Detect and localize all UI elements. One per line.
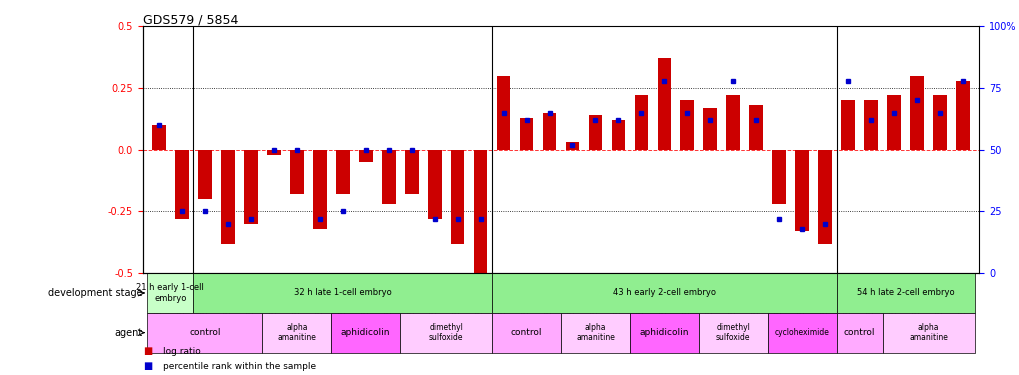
Bar <box>175 150 189 219</box>
Bar <box>335 150 350 194</box>
Bar <box>427 150 441 219</box>
Bar <box>359 150 372 162</box>
FancyBboxPatch shape <box>491 273 836 313</box>
Bar <box>634 95 648 150</box>
Text: 21 h early 1-cell
embryo: 21 h early 1-cell embryo <box>137 283 204 303</box>
Bar <box>313 150 326 229</box>
Text: alpha
amanitine: alpha amanitine <box>908 323 947 342</box>
Text: dimethyl
sulfoxide: dimethyl sulfoxide <box>428 323 463 342</box>
Bar <box>703 108 716 150</box>
Bar <box>221 150 234 243</box>
Bar <box>841 100 854 150</box>
FancyBboxPatch shape <box>881 313 973 352</box>
Bar <box>450 150 464 243</box>
FancyBboxPatch shape <box>698 313 767 352</box>
Text: cycloheximide: cycloheximide <box>774 328 828 337</box>
Bar <box>381 150 395 204</box>
FancyBboxPatch shape <box>630 313 698 352</box>
Bar <box>244 150 258 224</box>
FancyBboxPatch shape <box>148 273 194 313</box>
Bar <box>496 76 510 150</box>
Text: control: control <box>511 328 542 337</box>
Bar <box>863 100 877 150</box>
Text: development stage: development stage <box>48 288 143 298</box>
Bar <box>519 118 533 150</box>
FancyBboxPatch shape <box>194 273 491 313</box>
Bar <box>932 95 946 150</box>
Text: ■: ■ <box>143 346 152 356</box>
Bar <box>771 150 786 204</box>
Bar <box>588 115 602 150</box>
Bar <box>726 95 740 150</box>
Bar <box>542 112 555 150</box>
FancyBboxPatch shape <box>836 273 973 313</box>
Bar <box>566 142 579 150</box>
Text: 32 h late 1-cell embryo: 32 h late 1-cell embryo <box>293 288 391 297</box>
Bar <box>909 76 923 150</box>
Text: GDS579 / 5854: GDS579 / 5854 <box>143 13 238 26</box>
Bar <box>267 150 280 154</box>
FancyBboxPatch shape <box>491 313 560 352</box>
FancyBboxPatch shape <box>331 313 399 352</box>
FancyBboxPatch shape <box>399 313 491 352</box>
Bar <box>289 150 304 194</box>
FancyBboxPatch shape <box>560 313 630 352</box>
Text: alpha
amanitine: alpha amanitine <box>576 323 614 342</box>
FancyBboxPatch shape <box>262 313 331 352</box>
Text: 43 h early 2-cell embryo: 43 h early 2-cell embryo <box>612 288 715 297</box>
Bar <box>473 150 487 273</box>
Bar <box>657 58 671 150</box>
Text: agent: agent <box>114 328 143 338</box>
Bar <box>680 100 694 150</box>
Text: 54 h late 2-cell embryo: 54 h late 2-cell embryo <box>856 288 954 297</box>
FancyBboxPatch shape <box>767 313 836 352</box>
Bar <box>795 150 808 231</box>
Bar <box>611 120 625 150</box>
Text: log ratio: log ratio <box>163 347 201 356</box>
Bar <box>955 81 969 150</box>
FancyBboxPatch shape <box>836 313 881 352</box>
Text: dimethyl
sulfoxide: dimethyl sulfoxide <box>715 323 750 342</box>
Bar <box>405 150 418 194</box>
Text: control: control <box>843 328 874 337</box>
FancyBboxPatch shape <box>148 313 262 352</box>
Bar <box>887 95 900 150</box>
Text: percentile rank within the sample: percentile rank within the sample <box>163 362 316 371</box>
Text: ■: ■ <box>143 361 152 371</box>
Bar <box>749 105 762 150</box>
Text: aphidicolin: aphidicolin <box>639 328 689 337</box>
Text: alpha
amanitine: alpha amanitine <box>277 323 316 342</box>
Bar <box>198 150 212 199</box>
Bar <box>152 125 166 150</box>
Text: control: control <box>189 328 220 337</box>
Bar <box>817 150 832 243</box>
Text: aphidicolin: aphidicolin <box>340 328 390 337</box>
